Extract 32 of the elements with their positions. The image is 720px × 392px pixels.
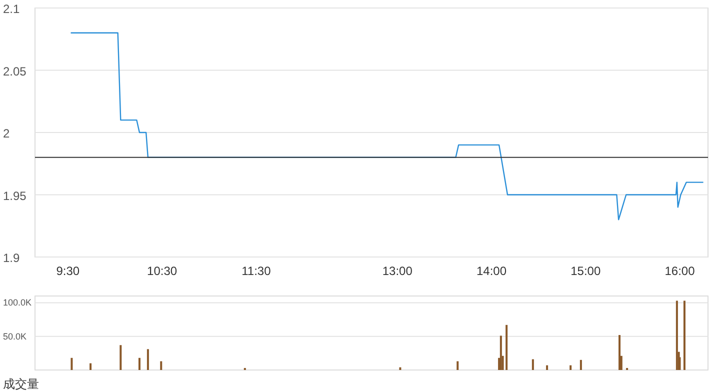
bar — [399, 367, 402, 370]
bar — [146, 349, 149, 370]
y-tick-label: 1.9 — [3, 251, 20, 265]
bar — [570, 365, 572, 370]
bar — [506, 324, 508, 370]
y-tick-label: 1.95 — [3, 188, 27, 203]
bar — [580, 360, 582, 370]
bar — [532, 359, 534, 370]
x-tick-label: 10:30 — [147, 264, 178, 278]
y-tick-label: 2.05 — [3, 64, 27, 78]
y-tick-label: 2 — [3, 126, 10, 140]
bar — [138, 358, 140, 370]
bar — [500, 336, 502, 370]
x-tick-label: 16:00 — [664, 264, 696, 278]
bar — [546, 365, 548, 370]
x-tick-label: 11:30 — [242, 264, 272, 278]
bar — [618, 335, 621, 370]
text: 成交量 — [3, 377, 39, 391]
bar — [120, 345, 122, 370]
y-tick-label: 50.0K — [3, 331, 27, 342]
bar — [160, 361, 162, 370]
x-tick-label: 13:00 — [382, 264, 413, 278]
bar — [676, 300, 678, 370]
bar — [70, 358, 73, 370]
bar — [456, 361, 459, 370]
bar — [90, 363, 92, 370]
y-tick-label: 2.1 — [3, 2, 20, 16]
x-tick-label: 15:00 — [570, 264, 601, 278]
x-tick-label: 14:00 — [476, 264, 507, 278]
x-tick-label: 9:30 — [56, 264, 80, 278]
bar — [683, 300, 686, 370]
y-tick-label: 100.0K — [3, 298, 32, 308]
